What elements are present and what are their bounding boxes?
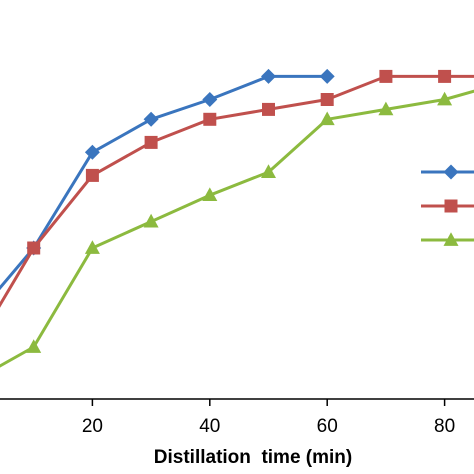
data-point	[84, 144, 100, 160]
data-point	[85, 168, 99, 182]
data-point	[319, 111, 335, 126]
legend-marker	[444, 199, 458, 213]
data-point	[320, 93, 334, 106]
data-point	[202, 187, 218, 202]
series-line	[0, 89, 474, 368]
x-tick-label: 60	[317, 416, 338, 437]
data-point	[262, 102, 275, 116]
series-layer	[0, 68, 474, 368]
legend-marker	[443, 232, 459, 246]
data-point	[437, 91, 453, 106]
data-point	[143, 213, 159, 228]
data-point	[261, 68, 276, 84]
data-point	[202, 92, 218, 107]
x-tick-label: 40	[199, 416, 220, 437]
data-point	[84, 240, 100, 254]
data-point	[26, 339, 42, 353]
data-point	[143, 111, 159, 127]
data-point	[319, 68, 335, 84]
series-2	[0, 69, 474, 308]
data-point	[203, 112, 217, 126]
x-axis-title: Distillation time (min)	[154, 447, 352, 468]
data-point	[378, 101, 394, 116]
series-line	[0, 74, 328, 291]
x-tick-label: 80	[434, 416, 455, 437]
legend-marker	[443, 164, 459, 180]
data-point	[261, 164, 276, 178]
series-3	[0, 89, 474, 368]
data-point	[144, 135, 158, 149]
data-point	[27, 241, 41, 255]
series-1	[0, 68, 335, 291]
data-point	[438, 69, 452, 83]
x-tick-label: 20	[82, 416, 103, 437]
legend	[421, 164, 474, 246]
series-line	[0, 74, 474, 308]
data-point	[379, 69, 393, 83]
x-ticks: 20 40 60 80	[82, 399, 455, 437]
